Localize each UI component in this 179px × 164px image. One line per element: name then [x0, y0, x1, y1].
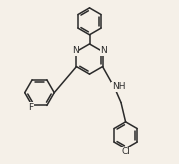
Text: F: F — [28, 103, 33, 112]
Text: N: N — [100, 46, 107, 55]
Text: N: N — [72, 46, 79, 55]
Text: Cl: Cl — [121, 147, 130, 156]
Text: NH: NH — [112, 82, 125, 91]
